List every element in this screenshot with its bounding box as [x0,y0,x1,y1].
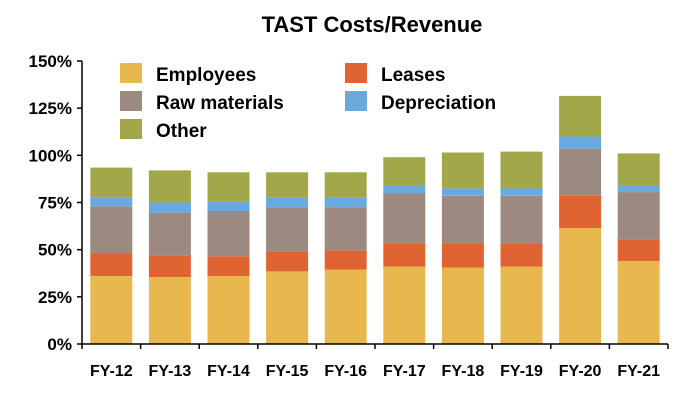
bar-segment [441,152,484,189]
axes-layer: FY-12 FY-13 FY-14 FY-15 FY-16 FY-17 FY-18 FY-19… [29,52,669,380]
legend: Employees Leases Raw materials Depreciation… [120,63,496,142]
bar-segment [441,188,484,196]
bar-segment [559,195,602,228]
bar-segment [90,167,133,198]
x-tick-label: FY-14 [207,363,250,380]
bar-segment [559,228,602,344]
bar-segment [324,269,367,344]
bar-segment [148,255,191,277]
chart-title: TAST Costs/Revenue [262,12,483,37]
bar-segment [559,148,602,196]
bar-segment [500,244,543,267]
bar-segment [207,172,250,202]
y-tick-label: 100% [29,146,72,165]
bar-segment [148,170,191,203]
legend-label: Depreciation [381,93,496,114]
bar-segment [207,201,250,211]
bar-segment [148,277,191,344]
y-tick-label: 50% [38,241,72,260]
bar-segment [441,195,484,244]
legend-label: Employees [156,65,256,86]
bar-segment [207,276,250,344]
bar-segment [266,197,309,208]
bar-segment [383,185,426,193]
bar-segment [559,95,602,137]
x-tick-label: FY-16 [324,363,367,380]
y-tick-label: 25% [38,288,72,307]
legend-swatch [345,63,367,83]
bar-segment [383,244,426,267]
bar-segment [148,202,191,213]
x-tick-label: FY-12 [90,363,133,380]
bar-segment [500,266,543,344]
bar-segment [207,256,250,277]
bar-segment [148,212,191,256]
x-tick-label: FY-21 [617,363,660,380]
x-tick-label: FY-19 [500,363,543,380]
bar-segment [324,250,367,270]
bar-segment [500,188,543,196]
bar-segment [266,207,309,252]
bar-segment [266,271,309,344]
x-tick-label: FY-13 [149,363,192,380]
bar-segment [500,151,543,189]
bar-segment [383,193,426,244]
bar-segment [617,239,660,261]
y-tick-label: 75% [38,194,72,213]
x-tick-label: FY-15 [266,363,309,380]
x-tick-label: FY-17 [383,363,426,380]
legend-swatch [120,119,142,139]
bar-segment [324,197,367,208]
bar-segment [90,206,133,254]
bar-segment [617,153,660,186]
bar-segment [617,261,660,344]
bar-segment [90,276,133,344]
x-tick-label: FY-20 [559,363,602,380]
bar-segment [617,192,660,240]
y-tick-label: 150% [29,52,72,71]
bar-segment [324,172,367,198]
bar-segment [383,266,426,344]
y-tick-label: 0% [47,335,72,354]
bar-segment [266,251,309,272]
bars-layer [90,95,660,344]
bar-segment [441,244,484,268]
bar-segment [90,197,133,207]
legend-label: Other [156,121,207,142]
legend-label: Raw materials [156,93,284,114]
bar-segment [90,253,133,276]
legend-swatch [345,91,367,111]
bar-segment [266,172,309,198]
legend-swatch [120,63,142,83]
bar-segment [500,195,543,244]
bar-segment [559,136,602,149]
y-tick-label: 125% [29,99,72,118]
legend-swatch [120,91,142,111]
bar-segment [441,267,484,344]
bar-segment [383,157,426,186]
bar-segment [207,211,250,257]
legend-label: Leases [381,65,445,86]
x-tick-label: FY-18 [442,363,485,380]
bar-segment [617,185,660,193]
bar-segment [324,207,367,251]
